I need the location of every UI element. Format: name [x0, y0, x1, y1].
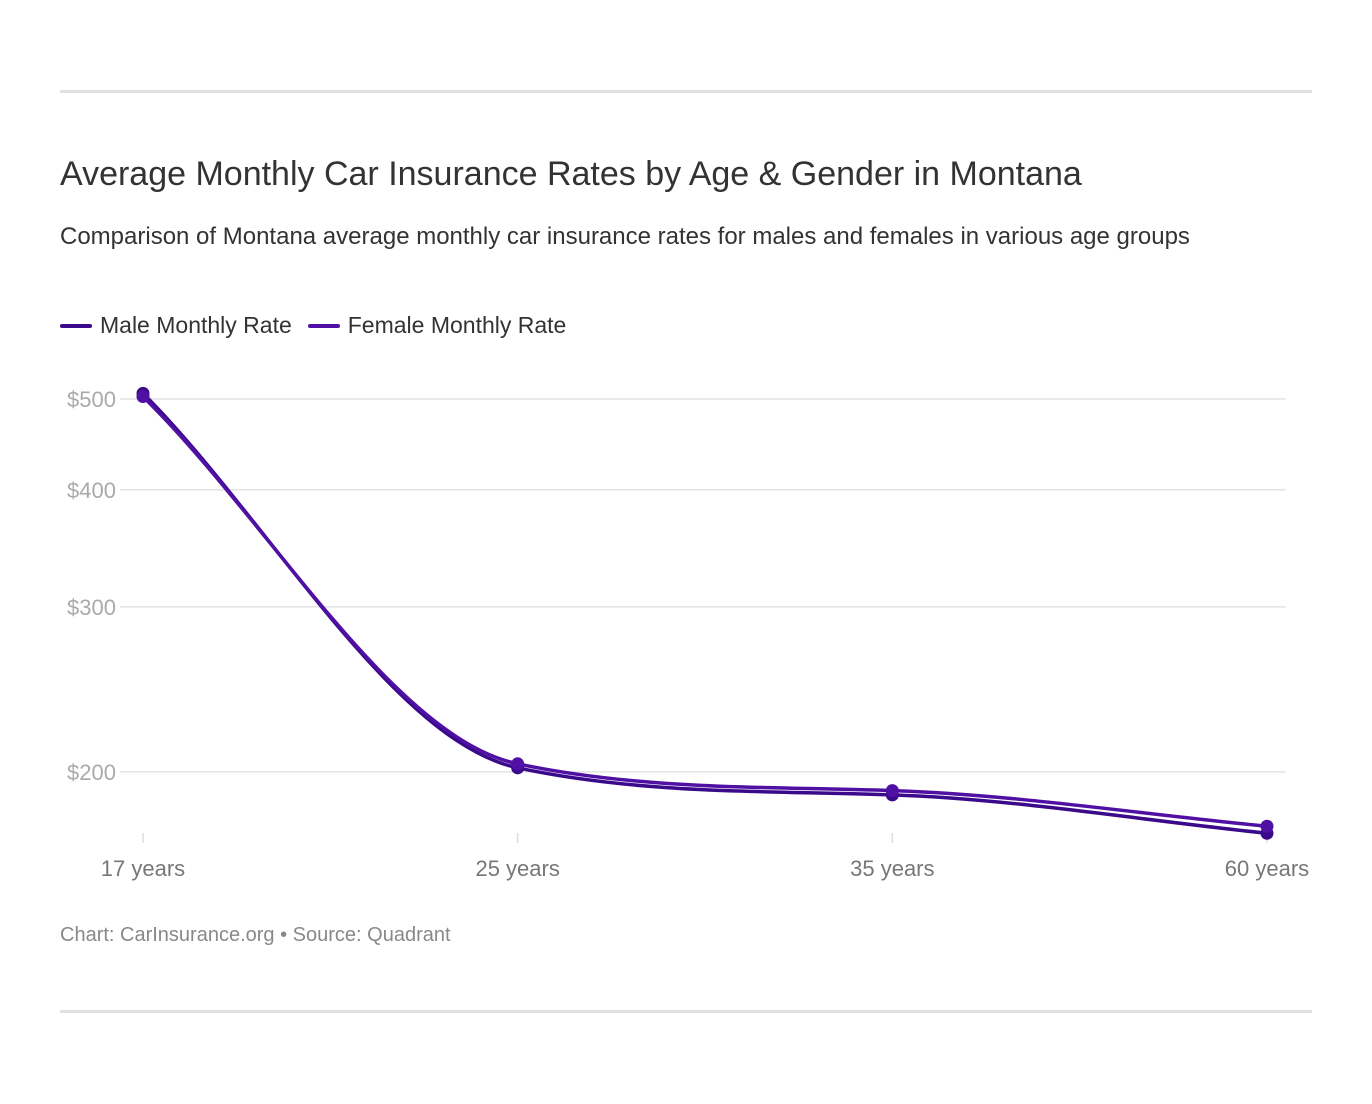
chart-title: Average Monthly Car Insurance Rates by A…	[60, 155, 1082, 193]
chart-subtitle: Comparison of Montana average monthly ca…	[60, 223, 1190, 250]
y-tick-label: $300	[67, 595, 116, 620]
legend-swatch-male	[60, 323, 92, 328]
legend-item-male[interactable]: Male Monthly Rate	[60, 312, 292, 339]
x-tick-label: 25 years	[475, 856, 559, 881]
series-line-male	[141, 392, 1268, 835]
x-tick-label: 60 years	[1225, 856, 1309, 881]
x-tick-label: 35 years	[850, 856, 934, 881]
series-line-female	[141, 395, 1268, 828]
legend-label-female: Female Monthly Rate	[347, 312, 567, 338]
data-point-female	[885, 784, 899, 798]
data-point-female	[136, 390, 150, 404]
x-tick-label: 17 years	[101, 856, 185, 881]
y-tick-label: $500	[67, 387, 116, 412]
legend-swatch-female	[307, 323, 340, 328]
legend-label-male: Male Monthly Rate	[100, 312, 292, 338]
chart-footer: Chart: CarInsurance.org • Source: Quadra…	[60, 924, 451, 946]
data-point-female	[511, 757, 525, 771]
data-point-female	[1260, 819, 1274, 833]
y-tick-label: $200	[67, 760, 116, 785]
legend: Male Monthly Rate Female Monthly Rate	[60, 312, 582, 339]
top-divider	[60, 90, 1312, 93]
y-tick-label: $400	[67, 478, 116, 503]
bottom-divider	[60, 1010, 1312, 1013]
legend-item-female[interactable]: Female Monthly Rate	[307, 312, 567, 339]
